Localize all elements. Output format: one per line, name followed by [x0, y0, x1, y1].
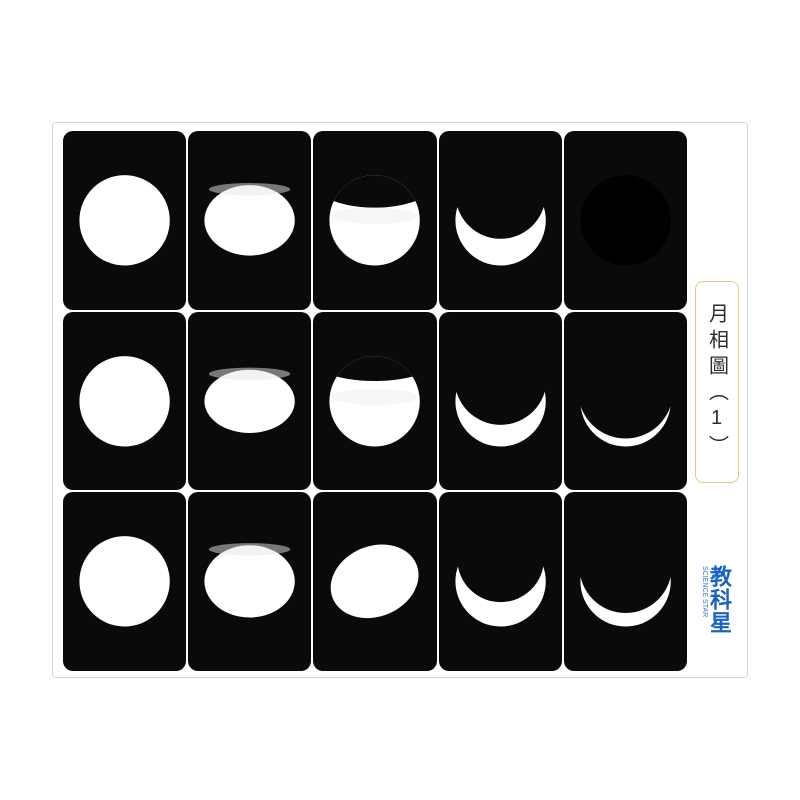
moon-phase-cell — [63, 492, 186, 671]
moon-phase-cell — [564, 131, 687, 310]
moon-phase-cell — [564, 492, 687, 671]
logo-subtext: SCIENCE STAR — [701, 566, 708, 634]
moon-phase-cell — [188, 312, 311, 491]
moon-phase-cell — [313, 492, 436, 671]
moon-phase-cell — [63, 312, 186, 491]
logo-text: 教科星 — [707, 565, 732, 634]
moon-phase-cell — [439, 492, 562, 671]
moon-phase-cell — [188, 492, 311, 671]
moon-phase-cell — [188, 131, 311, 310]
moon-phase-cell — [564, 312, 687, 491]
moon-phase-cell — [439, 312, 562, 491]
moon-phase-cell — [313, 131, 436, 310]
title-strip: 月相圖（1） — [695, 281, 739, 483]
moon-phase-cell — [63, 131, 186, 310]
moon-phase-cell — [439, 131, 562, 310]
moon-phase-cell — [313, 312, 436, 491]
moon-phase-card: 月相圖（1） 教科星 SCIENCE STAR — [52, 122, 748, 678]
title-text: 月相圖（1） — [703, 303, 732, 461]
publisher-logo: 教科星 SCIENCE STAR — [701, 565, 730, 634]
moon-phase-grid — [63, 131, 687, 671]
